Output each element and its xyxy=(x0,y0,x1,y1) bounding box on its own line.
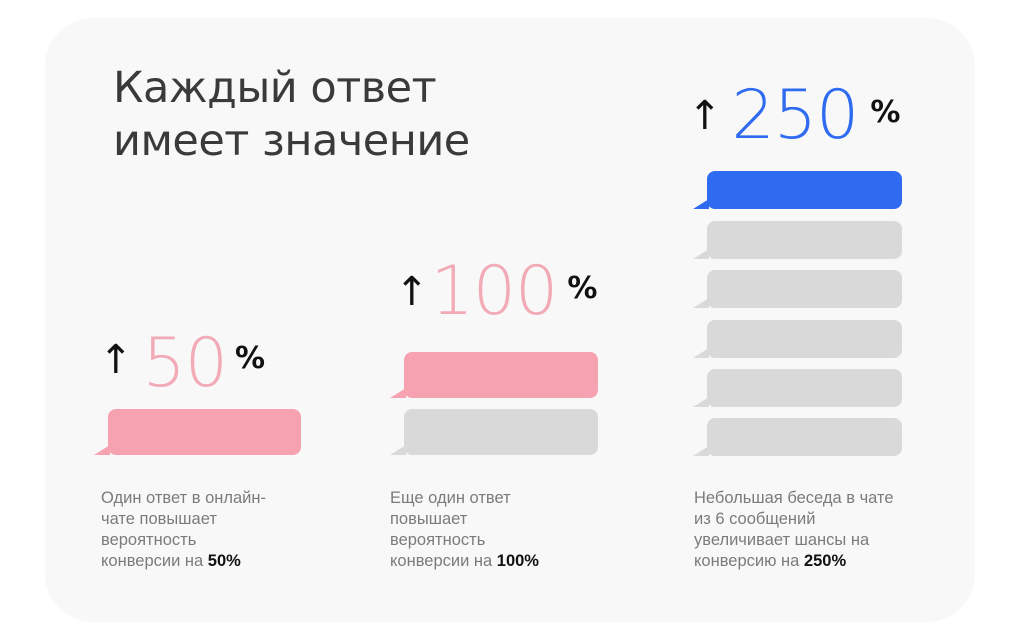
chat-bubble-gray xyxy=(693,270,902,308)
chat-bubble-gray xyxy=(693,320,902,358)
stat-100: ↑ 100 % xyxy=(395,258,597,326)
stat-value: 100 xyxy=(430,252,559,331)
stat-250: ↑ 250 % xyxy=(688,82,900,150)
page-title: Каждый ответ имеет значение xyxy=(113,62,470,168)
stat-value: 50 xyxy=(142,324,229,403)
caption-50: Один ответ в онлайн- чате повышает вероя… xyxy=(101,489,266,570)
title-line-1: Каждый ответ xyxy=(113,63,437,113)
caption-100: Еще один ответ повышает вероятность конв… xyxy=(390,489,539,570)
stat-50: ↑ 50 % xyxy=(99,330,265,398)
stat-value: 250 xyxy=(731,76,860,155)
up-arrow-icon: ↑ xyxy=(688,93,722,139)
percent-sign: % xyxy=(870,95,901,130)
chat-bubble-gray xyxy=(693,221,902,259)
chat-bubble-gray xyxy=(693,369,902,407)
up-arrow-icon: ↑ xyxy=(99,337,133,383)
chat-bubble-blue xyxy=(693,171,902,209)
up-arrow-icon: ↑ xyxy=(395,269,429,315)
chat-bubble-pink xyxy=(390,352,598,398)
caption-highlight: 50% xyxy=(207,552,241,570)
chat-bubble-pink xyxy=(94,409,301,455)
title-line-2: имеет значение xyxy=(113,116,470,166)
caption-250: Небольшая беседа в чате из 6 сообщений у… xyxy=(694,489,894,570)
chat-bubble-gray xyxy=(693,418,902,456)
percent-sign: % xyxy=(235,341,266,376)
caption-highlight: 250% xyxy=(803,552,847,570)
percent-sign: % xyxy=(567,271,598,306)
caption-highlight: 100% xyxy=(496,552,539,570)
chat-bubble-gray xyxy=(390,409,598,455)
